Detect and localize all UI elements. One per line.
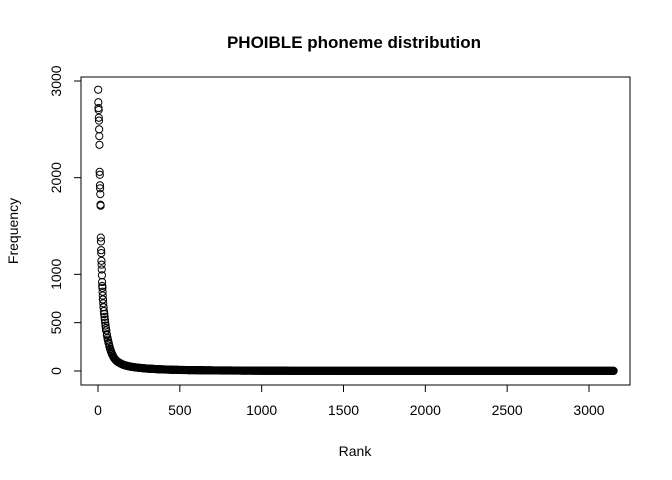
data-point — [97, 246, 106, 255]
data-point — [96, 190, 105, 199]
data-point — [94, 85, 103, 94]
data-point — [97, 248, 106, 258]
data-point — [101, 318, 110, 327]
data-point — [95, 170, 104, 179]
plot-frame — [80, 76, 631, 386]
data-point — [96, 201, 105, 210]
data-point — [98, 291, 107, 300]
y-tick-label: 3000 — [48, 65, 64, 96]
y-tick-label: 2000 — [48, 162, 64, 193]
data-point — [100, 312, 109, 321]
y-tick-label: 1000 — [48, 259, 64, 290]
data-point — [99, 299, 108, 308]
x-tick-label: 2500 — [492, 402, 523, 418]
data-point — [95, 132, 104, 141]
data-point — [97, 256, 106, 265]
x-tick-label: 1500 — [328, 402, 359, 418]
data-point — [94, 113, 103, 122]
data-points — [94, 85, 618, 376]
data-point — [97, 277, 107, 287]
x-axis-title: Rank — [339, 443, 373, 459]
data-point — [103, 333, 112, 342]
data-point — [95, 140, 104, 149]
x-tick-label: 0 — [94, 402, 102, 418]
data-point — [96, 233, 105, 242]
data-point — [101, 321, 110, 330]
data-point — [96, 237, 106, 246]
x-axis: 0 500 1000 1500 2000 2500 3000 — [94, 384, 605, 418]
y-tick-label: 0 — [48, 367, 64, 375]
data-point — [97, 265, 106, 274]
data-point — [94, 105, 103, 115]
x-tick-label: 1000 — [246, 402, 277, 418]
x-tick-label: 2000 — [410, 402, 441, 418]
data-point — [100, 315, 109, 324]
x-tick-label: 500 — [168, 402, 192, 418]
data-point — [99, 306, 108, 316]
data-point — [609, 366, 618, 376]
y-axis: 0 500 1000 2000 3000 — [48, 65, 82, 375]
data-point — [96, 184, 105, 193]
y-axis-title: Frequency — [5, 198, 21, 264]
y-tick-label: 500 — [48, 311, 64, 335]
data-point — [97, 260, 106, 269]
data-point — [98, 287, 107, 296]
chart-title: PHOIBLE phoneme distribution — [227, 33, 481, 52]
x-tick-label: 3000 — [573, 402, 604, 418]
data-point — [95, 125, 104, 134]
data-point — [98, 295, 108, 304]
data-point — [100, 309, 109, 319]
data-point — [95, 181, 105, 190]
data-point — [94, 116, 104, 125]
data-point — [98, 283, 107, 292]
data-point — [94, 98, 103, 107]
data-point — [95, 167, 104, 176]
